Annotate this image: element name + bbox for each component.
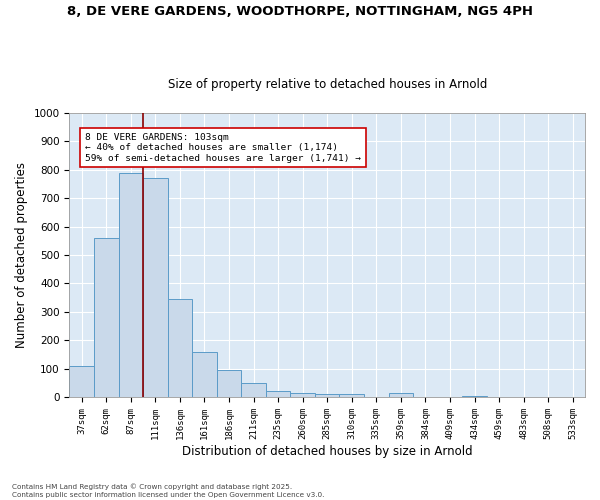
- Bar: [290, 392, 315, 397]
- Bar: [94, 238, 119, 397]
- Bar: [143, 178, 167, 397]
- Text: 8, DE VERE GARDENS, WOODTHORPE, NOTTINGHAM, NG5 4PH: 8, DE VERE GARDENS, WOODTHORPE, NOTTINGH…: [67, 5, 533, 18]
- X-axis label: Distribution of detached houses by size in Arnold: Distribution of detached houses by size …: [182, 444, 473, 458]
- Bar: [462, 396, 487, 397]
- Bar: [70, 366, 94, 397]
- Bar: [192, 352, 217, 397]
- Y-axis label: Number of detached properties: Number of detached properties: [15, 162, 28, 348]
- Text: 8 DE VERE GARDENS: 103sqm
← 40% of detached houses are smaller (1,174)
59% of se: 8 DE VERE GARDENS: 103sqm ← 40% of detac…: [85, 133, 361, 162]
- Bar: [119, 172, 143, 397]
- Bar: [340, 394, 364, 397]
- Bar: [389, 392, 413, 397]
- Bar: [315, 394, 340, 397]
- Bar: [167, 299, 192, 397]
- Bar: [266, 392, 290, 397]
- Bar: [241, 383, 266, 397]
- Bar: [217, 370, 241, 397]
- Title: Size of property relative to detached houses in Arnold: Size of property relative to detached ho…: [167, 78, 487, 91]
- Text: Contains HM Land Registry data © Crown copyright and database right 2025.
Contai: Contains HM Land Registry data © Crown c…: [12, 484, 325, 498]
